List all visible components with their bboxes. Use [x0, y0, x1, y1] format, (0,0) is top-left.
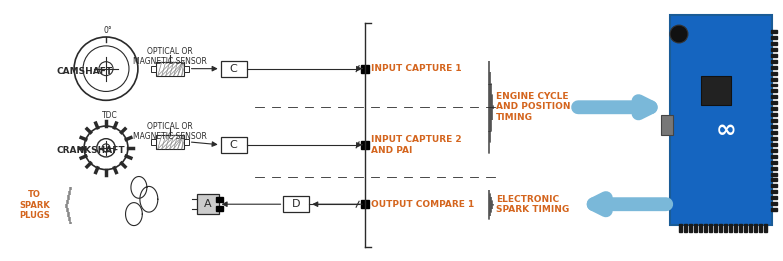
Bar — [770, 155, 777, 158]
Bar — [770, 179, 777, 181]
Text: INPUT CAPTURE 1: INPUT CAPTURE 1 — [371, 64, 462, 73]
Bar — [770, 143, 777, 146]
Bar — [770, 78, 777, 81]
Bar — [770, 196, 777, 199]
FancyBboxPatch shape — [156, 62, 184, 76]
FancyBboxPatch shape — [156, 135, 184, 149]
Bar — [729, 224, 732, 232]
Text: ENGINE CYCLE
AND POSITION
TIMING: ENGINE CYCLE AND POSITION TIMING — [496, 92, 570, 122]
Bar — [689, 224, 692, 232]
FancyBboxPatch shape — [701, 76, 731, 105]
Bar — [770, 190, 777, 193]
FancyBboxPatch shape — [221, 137, 247, 153]
Bar — [763, 224, 767, 232]
Bar — [770, 131, 777, 134]
Bar — [770, 208, 777, 211]
Bar — [770, 202, 777, 205]
FancyBboxPatch shape — [184, 139, 189, 145]
Text: C: C — [229, 140, 237, 150]
FancyBboxPatch shape — [151, 66, 156, 72]
Text: ∞: ∞ — [716, 118, 736, 142]
FancyBboxPatch shape — [670, 15, 772, 225]
FancyBboxPatch shape — [151, 139, 156, 145]
Bar — [704, 224, 707, 232]
Bar — [770, 48, 777, 51]
Text: CRANKSHAFT: CRANKSHAFT — [56, 146, 124, 155]
Bar — [714, 224, 717, 232]
Text: INPUT CAPTURE 2
AND PAI: INPUT CAPTURE 2 AND PAI — [371, 135, 462, 155]
FancyBboxPatch shape — [197, 194, 218, 214]
Bar — [770, 90, 777, 92]
Bar — [770, 60, 777, 63]
Bar — [770, 66, 777, 69]
Bar — [770, 149, 777, 152]
Bar — [770, 125, 777, 128]
Text: D: D — [292, 199, 301, 209]
Text: OPTICAL OR
MAGNETIC SENSOR: OPTICAL OR MAGNETIC SENSOR — [133, 122, 207, 141]
Bar — [770, 72, 777, 75]
Bar — [709, 224, 712, 232]
Text: 0°: 0° — [103, 26, 113, 35]
Bar — [699, 224, 702, 232]
Bar — [215, 206, 222, 211]
Bar — [734, 224, 737, 232]
Bar — [770, 42, 777, 45]
Circle shape — [670, 25, 688, 43]
Bar — [754, 224, 756, 232]
Bar — [770, 161, 777, 164]
FancyBboxPatch shape — [283, 196, 309, 212]
Bar — [770, 84, 777, 86]
Bar — [723, 224, 727, 232]
Bar — [684, 224, 687, 232]
Bar — [770, 173, 777, 175]
Bar — [770, 101, 777, 104]
Bar — [361, 65, 369, 73]
Text: OPTICAL OR
MAGNETIC SENSOR: OPTICAL OR MAGNETIC SENSOR — [133, 47, 207, 66]
Bar — [694, 224, 697, 232]
Bar — [739, 224, 742, 232]
Bar — [679, 224, 682, 232]
Bar — [770, 54, 777, 57]
FancyBboxPatch shape — [661, 115, 673, 135]
Bar — [770, 167, 777, 170]
Bar — [361, 141, 369, 149]
FancyBboxPatch shape — [184, 66, 189, 72]
Text: OUTPUT COMPARE 1: OUTPUT COMPARE 1 — [371, 200, 474, 209]
Text: TO
SPARK
PLUGS: TO SPARK PLUGS — [20, 190, 50, 220]
Bar — [759, 224, 762, 232]
Bar — [770, 113, 777, 116]
Bar — [770, 185, 777, 187]
Bar — [770, 95, 777, 98]
Text: A: A — [204, 199, 211, 209]
Bar — [744, 224, 747, 232]
Text: CAMSHAFT: CAMSHAFT — [56, 67, 112, 76]
Bar — [719, 224, 722, 232]
Bar — [361, 200, 369, 208]
Bar — [770, 137, 777, 140]
Bar — [770, 107, 777, 110]
Text: ELECTRONIC
SPARK TIMING: ELECTRONIC SPARK TIMING — [496, 194, 569, 214]
Bar — [770, 119, 777, 122]
Bar — [215, 197, 222, 202]
FancyBboxPatch shape — [221, 61, 247, 76]
Bar — [770, 36, 777, 39]
Text: C: C — [229, 64, 237, 74]
Text: TDC: TDC — [102, 111, 118, 120]
Bar — [749, 224, 752, 232]
Bar — [770, 30, 777, 33]
